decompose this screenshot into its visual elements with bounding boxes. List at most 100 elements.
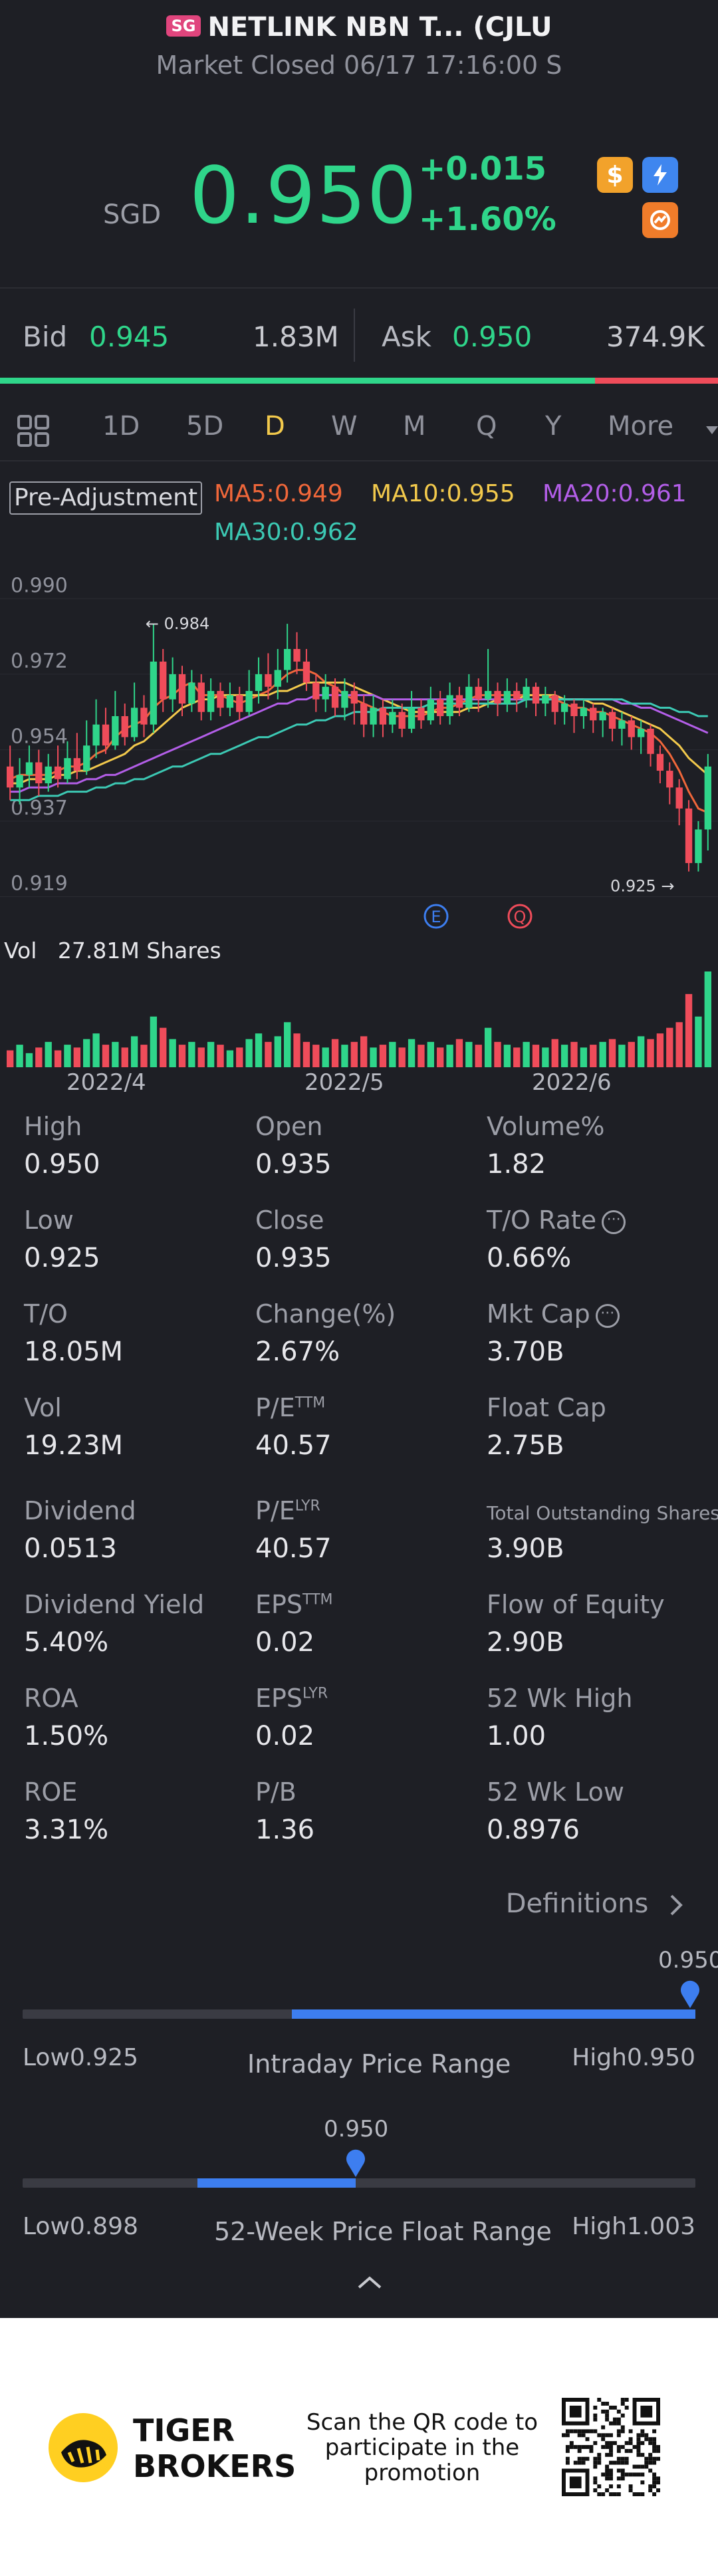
info-icon[interactable]: ··· [602,1210,626,1234]
candle-body [503,691,511,704]
qr-module [609,2448,613,2453]
candle-body [647,728,654,754]
qr-module [609,2405,613,2410]
volume-bar [207,1041,215,1067]
volume-bar [130,1036,138,1067]
tab-more[interactable]: More [608,411,674,442]
volume-bar [331,1039,339,1067]
qr-module [562,2433,566,2438]
stat-value: 0.8976 [487,1815,580,1845]
qr-module [620,2398,625,2402]
volume-bar [523,1041,530,1067]
volume-bar [599,1041,606,1067]
candle-body [16,775,23,788]
qr-module [636,2472,641,2477]
stat-label: Vol [24,1393,62,1422]
stat-value: 40.57 [255,1430,332,1461]
collapse-chevron-icon[interactable] [356,2274,383,2293]
volume-bar [570,1041,578,1067]
tab-1d[interactable]: 1D [102,411,140,442]
candle-body [217,691,224,708]
bid-ask-panel: Bid 0.945 1.83M Ask 0.950 374.9K [0,287,718,380]
tab-d[interactable]: D [265,411,285,442]
stat-label: Dividend [24,1496,136,1525]
candle-body [551,695,558,712]
week52-low-label: Low [23,2213,70,2240]
candle-body [302,661,310,683]
qr-code-icon[interactable] [562,2398,660,2496]
qr-module [636,2445,641,2449]
qr-module [636,2452,641,2457]
volume-bar [580,1047,588,1067]
qr-module [616,2468,621,2473]
candle-body [523,686,530,700]
candle-body [360,704,368,725]
qr-module [573,2460,578,2465]
stat-value: 2.67% [255,1337,340,1367]
volume-bar [437,1047,444,1067]
info-icon[interactable]: ··· [595,1303,620,1328]
stat-value: 3.31% [24,1815,109,1845]
qr-module [605,2445,610,2449]
candle-body [255,674,263,692]
candle-body [265,674,272,687]
qr-module [597,2433,602,2438]
tab-5d[interactable]: 5D [186,411,224,442]
trade-icon[interactable] [642,202,678,238]
layout-grid-icon[interactable] [16,414,51,451]
qr-module [565,2445,570,2449]
candle-body [236,695,243,712]
candle-body [25,762,33,775]
qr-module [605,2476,610,2481]
definitions-link[interactable]: Definitions [506,1888,685,1919]
candle-body [666,771,673,788]
stat-value: 0.02 [255,1721,315,1751]
qr-module [644,2464,649,2469]
qr-module [612,2405,617,2410]
intraday-high-label: High [572,2044,627,2071]
volume-chart[interactable] [0,967,718,1067]
price-change-pct: +1.60% [419,201,556,238]
qr-module [609,2421,613,2426]
market-badge: SG [166,15,201,37]
dollar-icon[interactable]: $ [597,157,633,193]
qr-module [605,2464,610,2469]
flash-icon[interactable] [642,157,678,193]
qr-module [652,2460,657,2465]
qr-module [609,2468,613,2473]
qr-module [612,2417,617,2422]
volume-bar [83,1039,90,1067]
tab-q[interactable]: Q [476,411,497,442]
stat-value: 0.935 [255,1149,332,1180]
more-caret-icon[interactable] [706,426,718,438]
bid-ask-divider [354,309,355,362]
volume-bar [704,971,711,1067]
volume-bar [178,1045,186,1067]
qr-module [616,2448,621,2453]
qr-module [636,2433,641,2438]
qr-module [632,2492,637,2496]
bid-price: 0.945 [89,321,170,353]
qr-module [577,2433,582,2438]
stat-label: Low [24,1206,74,1235]
qr-module [577,2448,582,2453]
tab-y[interactable]: Y [545,411,562,442]
qr-module [605,2409,610,2414]
tab-m[interactable]: M [403,411,426,442]
volume-bar [188,1041,195,1067]
tab-w[interactable]: W [331,411,358,442]
qr-module [652,2472,657,2477]
qr-module [585,2437,590,2442]
stat-value: 1.36 [255,1815,315,1845]
qr-module [652,2441,657,2446]
volume-label: Vol [4,938,37,964]
volume-bar [513,1047,521,1067]
qr-module [656,2448,660,2453]
stat-label: High [24,1112,82,1141]
qr-finder-core [569,2405,582,2418]
pre-adjustment-button[interactable]: Pre-Adjustment [9,481,202,515]
week52-fill [197,2178,356,2188]
week52-low-value: 0.898 [69,2213,138,2240]
stat-value: 2.75B [487,1430,564,1461]
